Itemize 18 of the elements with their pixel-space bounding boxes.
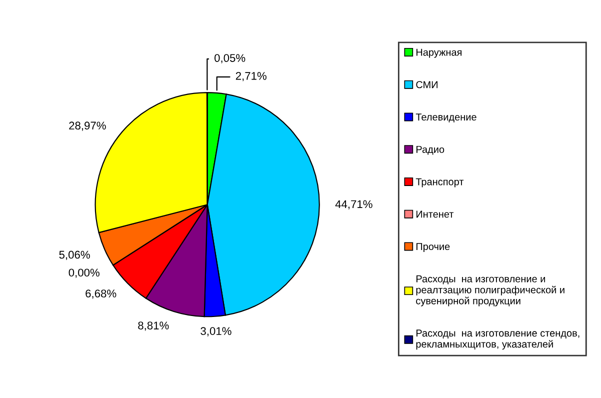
legend-label: СМИ [416,81,438,88]
legend-label: Наружная [416,48,462,58]
legend-label: Транспорт [416,178,464,188]
data-label: 3,01% [200,327,232,336]
legend-label: Расходы на изготовление стендов, рекламныхщитов, указателей [416,330,580,350]
legend-label: Радио [416,146,444,155]
data-label: 28,97% [69,122,106,131]
data-label: 5,06% [59,250,90,260]
data-label: 44,71% [335,200,372,210]
data-label: 0,05% [214,54,246,64]
legend-label: Расходы на изготовление и реалтзацию полиграфической и сувенирной продукции [416,275,564,306]
data-label: 6,68% [86,290,116,299]
data-label: 2,71% [236,72,266,82]
legend-label: Прочие [416,243,450,252]
legend-label: Телевидение [416,114,476,122]
text: 0,00% [68,268,100,278]
legend-label: Интенет [416,210,454,218]
data-label: 8,81% [138,322,169,331]
